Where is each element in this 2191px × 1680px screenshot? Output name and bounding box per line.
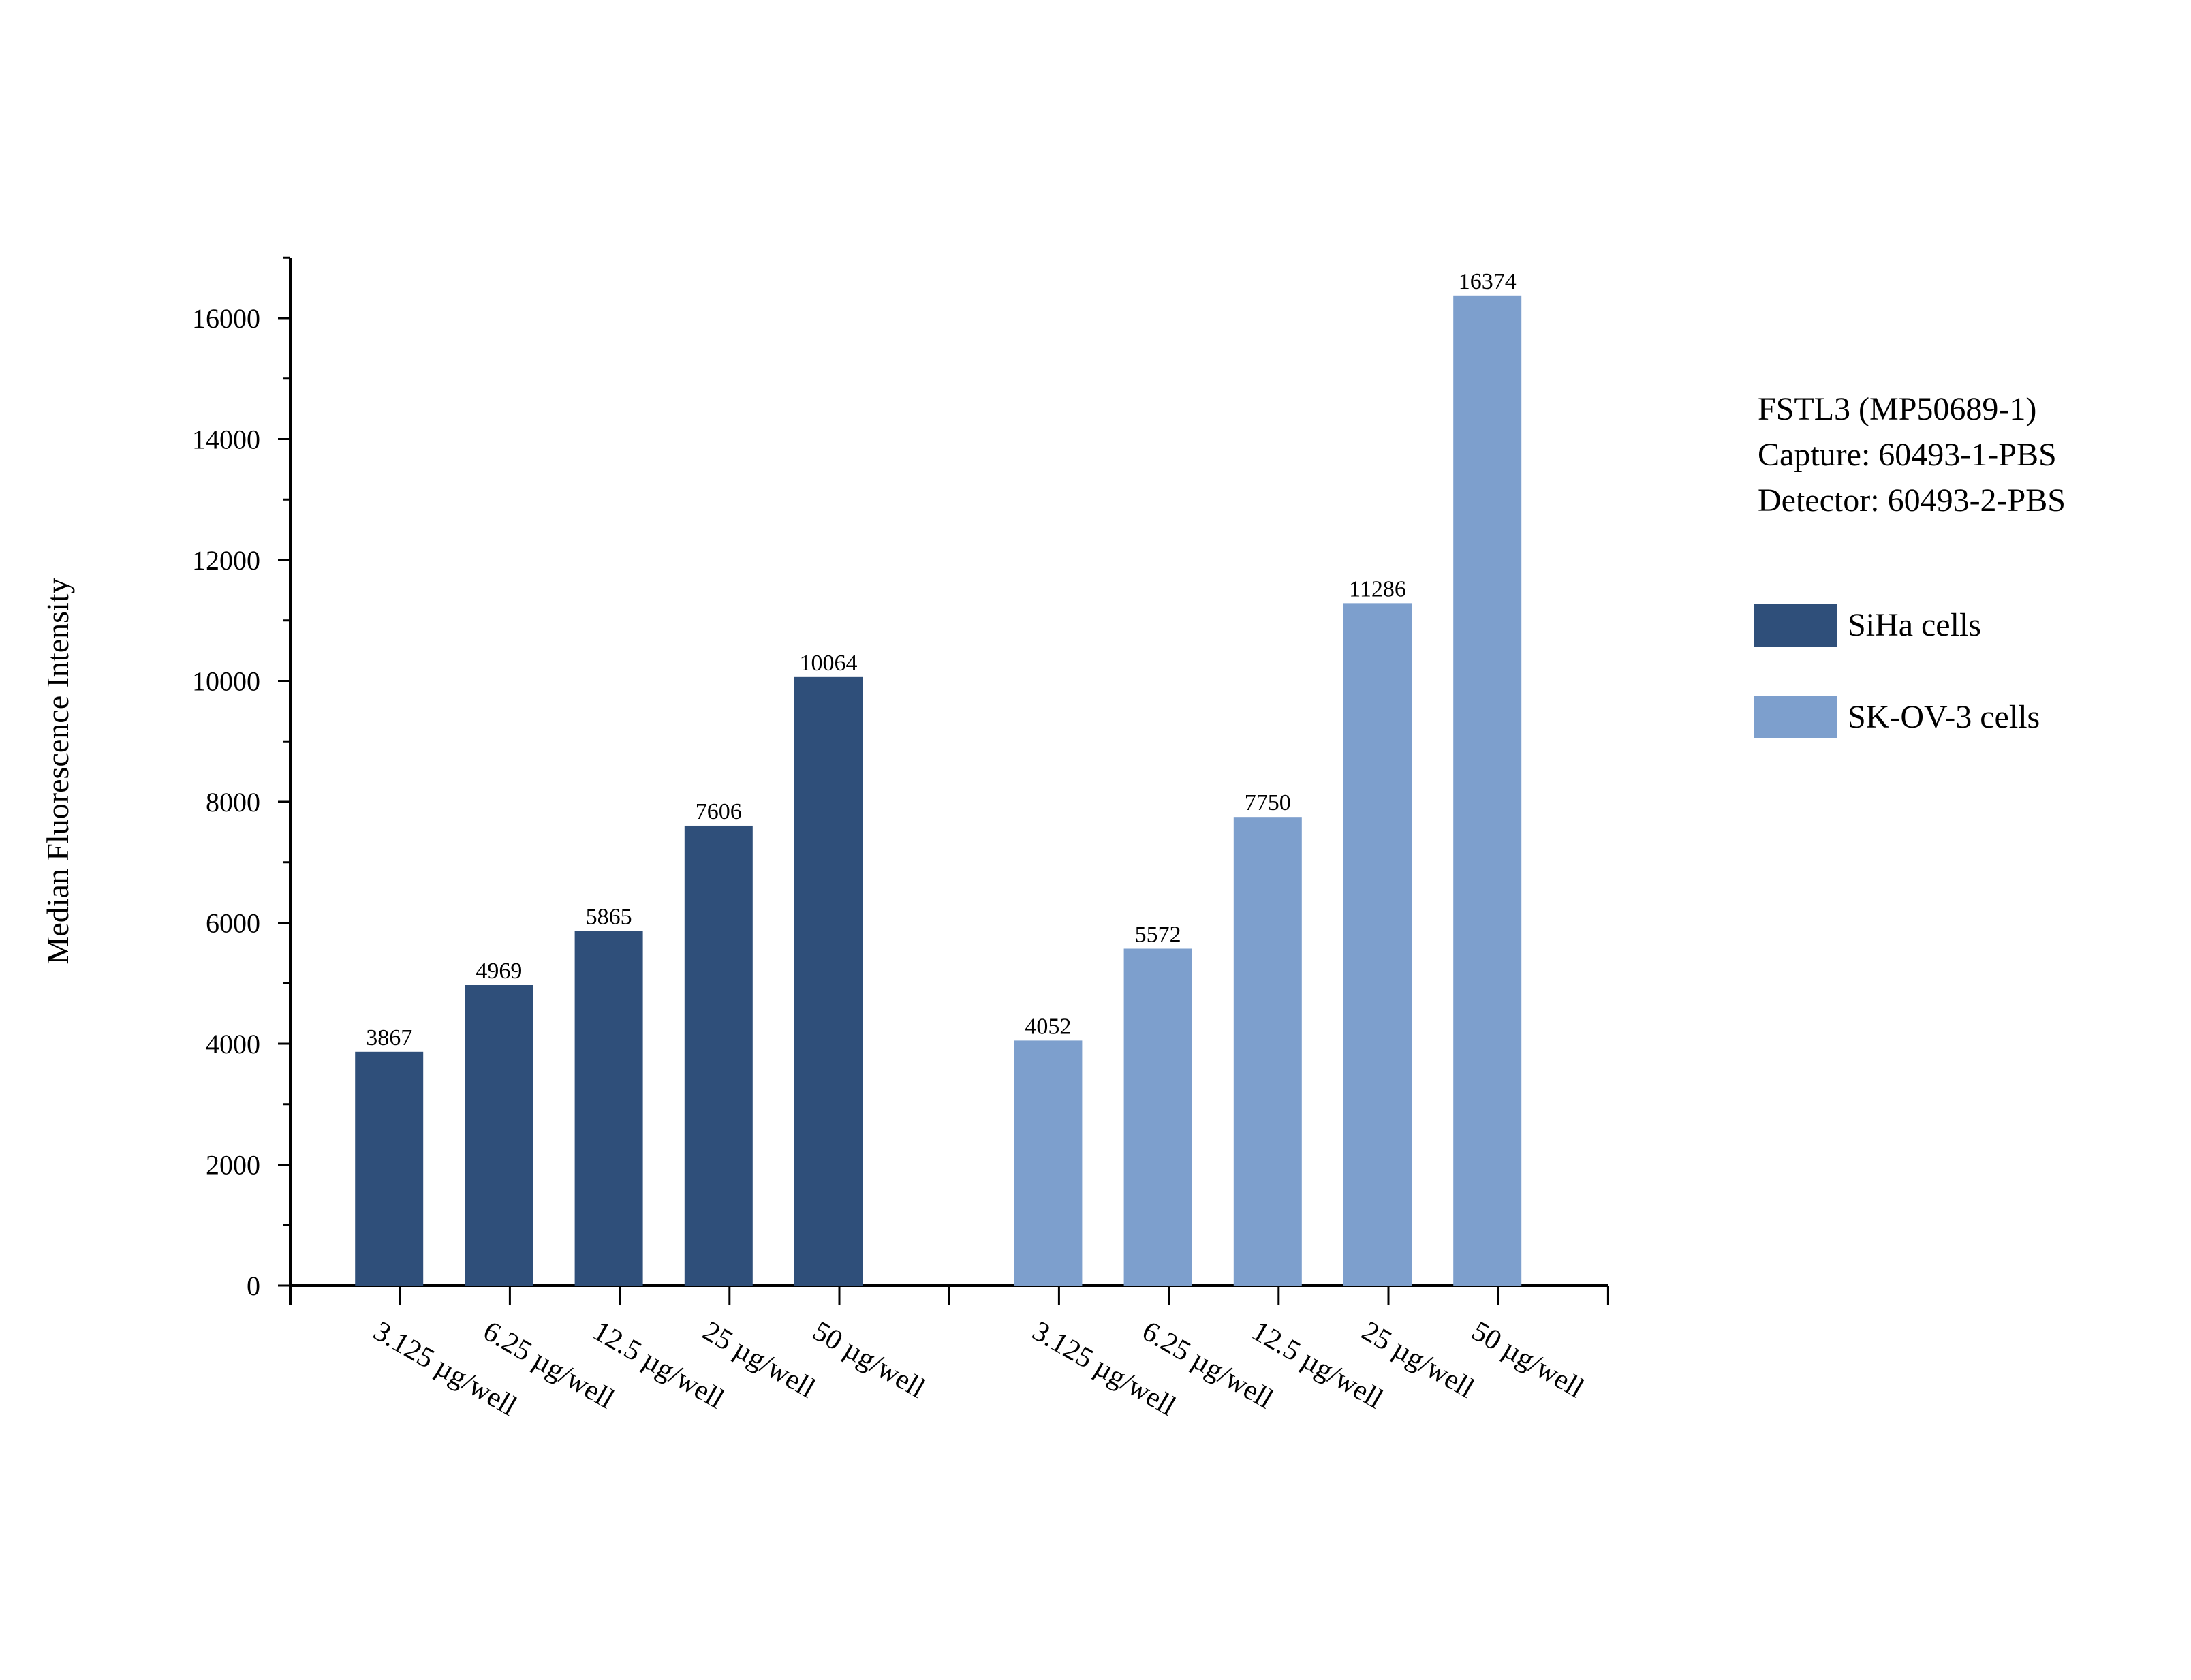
bar — [1123, 948, 1192, 1286]
y-tick-label: 16000 — [192, 303, 260, 334]
y-tick-label: 2000 — [206, 1150, 260, 1181]
bar — [1233, 817, 1302, 1286]
x-category-label: 50 µg/well — [1466, 1316, 1589, 1405]
y-tick-label: 10000 — [192, 666, 260, 697]
bar-value-label: 5572 — [1135, 922, 1181, 947]
x-category-label: 50 µg/well — [807, 1316, 930, 1405]
legend: SiHa cells SK-OV-3 cells — [1754, 604, 2040, 738]
bar-value-label: 4969 — [476, 959, 522, 984]
bar — [574, 931, 643, 1286]
y-tick-label: 0 — [247, 1271, 260, 1301]
legend-label-skov3: SK-OV-3 cells — [1848, 699, 2040, 735]
y-tick-label: 14000 — [192, 424, 260, 455]
bar — [355, 1051, 424, 1286]
bars-layer — [355, 295, 1522, 1286]
bar-value-label: 7750 — [1245, 790, 1291, 815]
bar — [1453, 295, 1522, 1286]
bar — [1014, 1040, 1083, 1286]
y-tick-label: 6000 — [206, 908, 260, 939]
bar-value-label: 3867 — [366, 1025, 412, 1051]
bar-value-label: 11286 — [1349, 576, 1406, 602]
y-tick-label: 4000 — [206, 1029, 260, 1059]
y-tick-label: 8000 — [206, 787, 260, 818]
legend-swatch-skov3 — [1754, 696, 1837, 738]
bar-value-label: 7606 — [696, 799, 742, 824]
bar-value-label: 4052 — [1025, 1014, 1071, 1039]
bar — [684, 825, 753, 1286]
chart-info-block: FSTL3 (MP50689-1) Capture: 60493-1-PBS D… — [1758, 391, 2066, 518]
bar — [1343, 603, 1412, 1286]
info-line-detector: Detector: 60493-2-PBS — [1758, 482, 2066, 518]
bar — [465, 985, 533, 1286]
legend-label-siha: SiHa cells — [1848, 607, 1981, 643]
bar-value-label: 5865 — [586, 904, 632, 929]
y-axis-title: Median Fluorescence Intensity — [40, 578, 75, 964]
y-tick-label: 12000 — [192, 545, 260, 576]
bar — [794, 676, 863, 1286]
legend-swatch-siha — [1754, 604, 1837, 647]
bar-value-label: 16374 — [1459, 269, 1517, 294]
info-line-capture: Capture: 60493-1-PBS — [1758, 437, 2057, 473]
info-line-target: FSTL3 (MP50689-1) — [1758, 391, 2036, 427]
bar-value-label: 10064 — [800, 651, 858, 676]
